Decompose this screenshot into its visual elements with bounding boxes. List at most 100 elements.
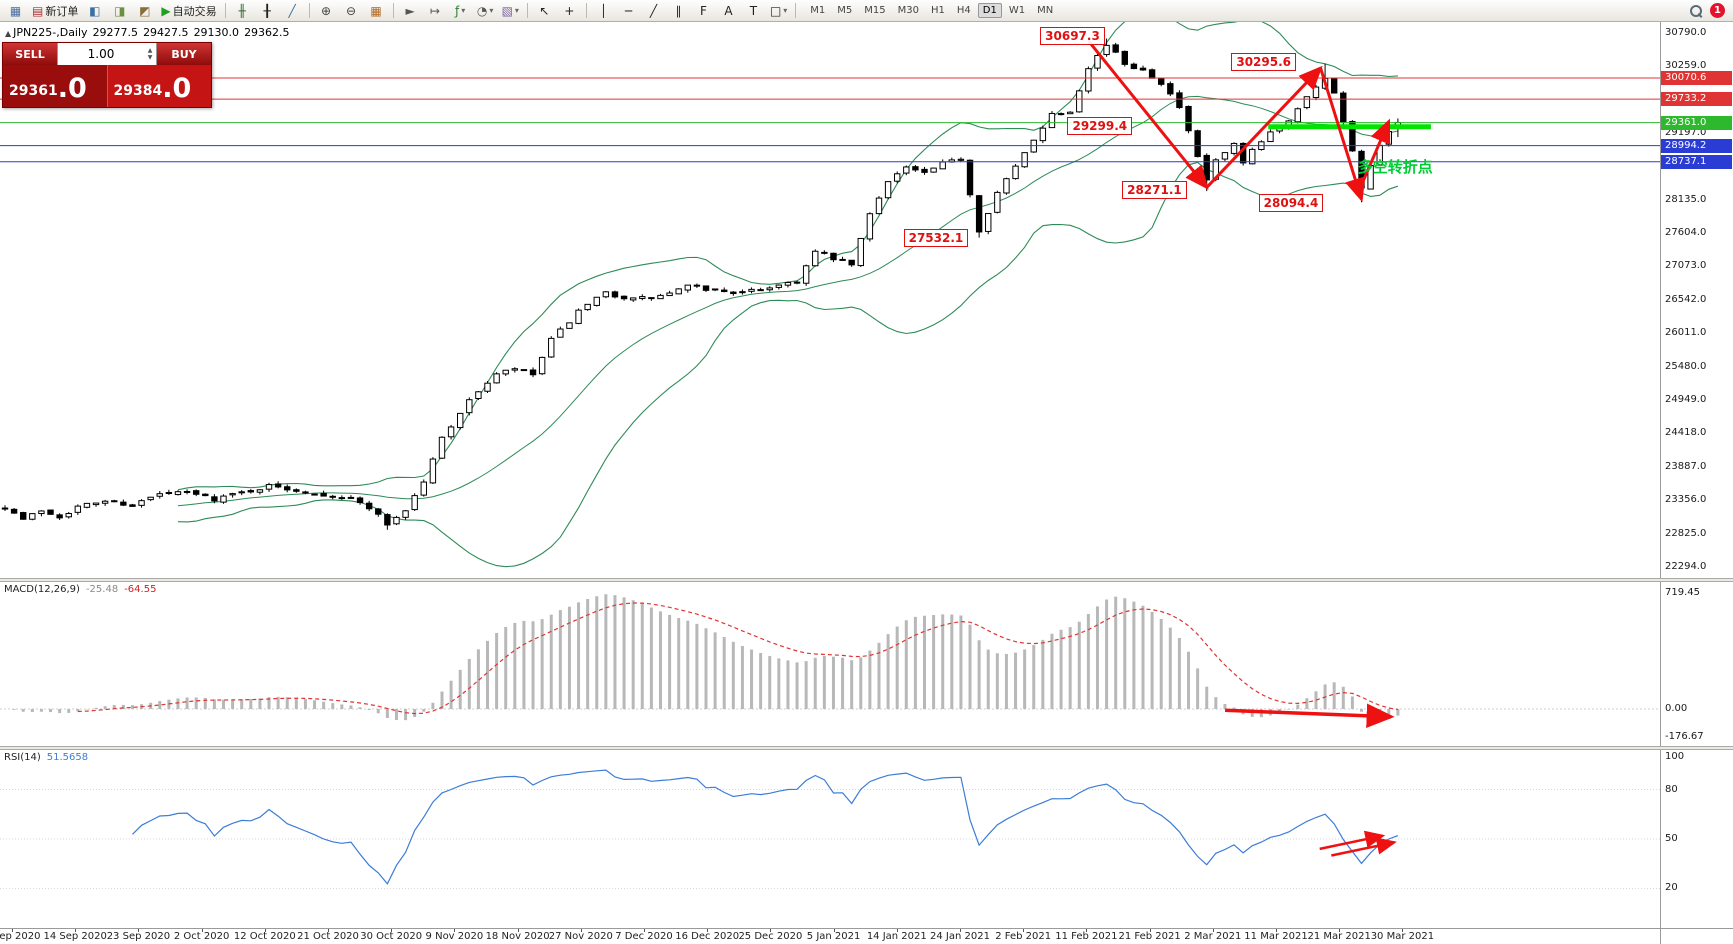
price-tick: 30259.0 — [1665, 60, 1707, 72]
price-axis[interactable]: 22294.0 22825.0 23356.0 23887.0 24418.0 24949… — [1660, 22, 1733, 578]
timeframe-m5[interactable]: M5 — [837, 5, 853, 16]
trendline-icon[interactable]: ╱ — [649, 3, 658, 18]
date-tick — [12, 929, 13, 932]
annotation-box[interactable]: 29299.4 — [1067, 117, 1133, 136]
timeframe-m1[interactable]: M1 — [810, 5, 826, 16]
chart-window-icon[interactable]: ▦ — [9, 3, 22, 18]
price-tick: 23356.0 — [1665, 494, 1707, 506]
toolbar: ▦ ▤ 新订单 ◧ ◨ ◩ ▶ 自动交易 ╫ ╂ ╱ ⊕ ⊖ ▦ ► ↦ ƒ ▾ ◔ ▾ ▧ ▾ ↖ + │ ─ ╱ ∥ F A T □ ▾ M1… — [0, 0, 1733, 22]
macd-chart[interactable]: MACD(12,26,9) -25.48 -64.55 — [0, 582, 1660, 746]
annotation-box[interactable]: 30295.6 — [1231, 53, 1296, 72]
annotation-box[interactable]: 28094.4 — [1258, 193, 1324, 212]
price-tick: 27604.0 — [1665, 227, 1707, 239]
bar-chart-icon[interactable]: ╫ — [238, 3, 246, 18]
date-tick — [75, 929, 77, 932]
date-tick — [833, 929, 835, 932]
volume-input[interactable] — [58, 46, 144, 62]
date-label: 2 Feb 2021 — [995, 931, 1052, 942]
rsi-chart[interactable]: RSI(14) 51.5658 — [0, 750, 1660, 928]
tile-windows-icon[interactable]: ▦ — [370, 3, 382, 18]
indicators-icon[interactable]: ƒ ▾ — [454, 3, 466, 18]
date-label: 21 Mar 2021 — [1307, 931, 1371, 942]
zoom-out-icon[interactable]: ⊖ — [346, 3, 357, 18]
timeframe-d1[interactable]: D1 — [977, 3, 1002, 18]
sell-price[interactable]: 29361.0 — [3, 65, 108, 107]
annotation-box[interactable]: 30697.3 — [1040, 26, 1105, 45]
pane-separator[interactable] — [0, 746, 1733, 750]
fibonacci-icon[interactable]: F — [699, 3, 707, 18]
date-label: 16 Dec 2020 — [675, 931, 740, 942]
timeframe-m15[interactable]: M15 — [864, 5, 886, 16]
date-label: 21 Oct 2020 — [297, 931, 359, 942]
timeframe-mn[interactable]: MN — [1037, 5, 1054, 16]
timeframe-m30[interactable]: M30 — [897, 5, 920, 16]
date-tick — [580, 929, 582, 932]
horizontal-line-icon[interactable]: ─ — [624, 3, 633, 18]
rsi-tick: 20 — [1665, 882, 1678, 894]
label-icon[interactable]: T — [749, 3, 758, 18]
date-tick — [644, 929, 645, 932]
toolbar-separator — [526, 3, 528, 18]
line-chart-icon[interactable]: ╱ — [288, 3, 296, 18]
candlestick-icon[interactable]: ╂ — [263, 3, 271, 18]
spinner-down-icon[interactable]: ▼ — [147, 54, 153, 61]
sell-button[interactable]: SELL — [3, 43, 57, 65]
chart-shift-icon[interactable]: ↦ — [430, 3, 441, 18]
spinner-up-icon[interactable]: ▲ — [147, 47, 153, 54]
date-tick — [1149, 929, 1151, 932]
date-axis-corner — [1660, 928, 1733, 944]
vertical-line-icon[interactable]: │ — [599, 3, 608, 18]
terminal-icon[interactable]: ◩ — [139, 3, 151, 18]
price-badge: 29361.0 — [1661, 115, 1732, 130]
timeframe-group: M1 M5 M15 M30 H1 H4 D1 W1 MN — [804, 3, 1059, 18]
channel-icon[interactable]: ∥ — [675, 3, 682, 18]
zoom-in-icon[interactable]: ⊕ — [321, 3, 332, 18]
rsi-pane: RSI(14) 51.5658 100 80 50 20 — [0, 750, 1733, 928]
date-tick — [517, 929, 519, 932]
date-label: 2 Oct 2020 — [173, 931, 230, 942]
date-label: 12 Oct 2020 — [233, 931, 296, 942]
date-label: 5 Jan 2021 — [806, 931, 861, 942]
date-label: 27 Nov 2020 — [548, 931, 613, 942]
new-order-button[interactable]: ▤ 新订单 — [32, 3, 79, 18]
price-tick: 24418.0 — [1665, 427, 1707, 439]
date-label: 30 Oct 2020 — [360, 931, 423, 942]
auto-scroll-icon[interactable]: ► — [405, 3, 415, 18]
text-icon[interactable]: A — [724, 3, 733, 18]
date-label: 30 Mar 2021 — [1370, 931, 1435, 942]
date-tick — [1212, 929, 1214, 932]
annotation-box[interactable]: 27532.1 — [903, 229, 969, 248]
periods-icon[interactable]: ◔ ▾ — [476, 3, 494, 18]
timeframe-h1[interactable]: H1 — [931, 5, 945, 16]
market-watch-icon[interactable]: ◧ — [89, 3, 101, 18]
rsi-label: RSI(14) 51.5658 — [4, 752, 89, 763]
navigator-icon[interactable]: ◨ — [114, 3, 126, 18]
date-label: 18 Nov 2020 — [485, 931, 550, 942]
price-chart[interactable]: ▲ JPN225-,Daily 29277.5 29427.5 29130.0 29362… — [0, 22, 1660, 578]
autotrading-button[interactable]: ▶ 自动交易 — [161, 3, 217, 18]
timeframe-h4[interactable]: H4 — [956, 5, 971, 16]
pane-separator[interactable] — [0, 578, 1733, 582]
price-tick: 29197.0 — [1665, 126, 1707, 138]
cursor-icon[interactable]: ↖ — [539, 3, 550, 18]
date-tick — [138, 929, 140, 932]
crosshair-icon[interactable]: + — [564, 3, 575, 18]
shapes-icon[interactable]: □ ▾ — [769, 3, 788, 18]
timeframe-w1[interactable]: W1 — [1008, 5, 1026, 16]
notification-badge[interactable]: 1 — [1710, 3, 1725, 18]
date-label: 7 Dec 2020 — [615, 931, 673, 942]
buy-button[interactable]: BUY — [157, 43, 211, 65]
date-label: 9 Nov 2020 — [425, 931, 484, 942]
volume-spinner[interactable]: ▲ ▼ — [144, 47, 156, 61]
templates-icon[interactable]: ▧ ▾ — [501, 3, 519, 18]
toolbar-separator — [224, 3, 226, 18]
annotation-box[interactable]: 28271.1 — [1122, 181, 1187, 200]
search-icon[interactable] — [1689, 4, 1703, 18]
date-tick — [1339, 929, 1341, 932]
date-tick — [454, 929, 456, 932]
macd-canvas — [0, 594, 1660, 729]
date-tick — [201, 929, 203, 932]
date-label: 24 Jan 2021 — [930, 931, 990, 942]
buy-price[interactable]: 29384.0 — [107, 65, 211, 107]
